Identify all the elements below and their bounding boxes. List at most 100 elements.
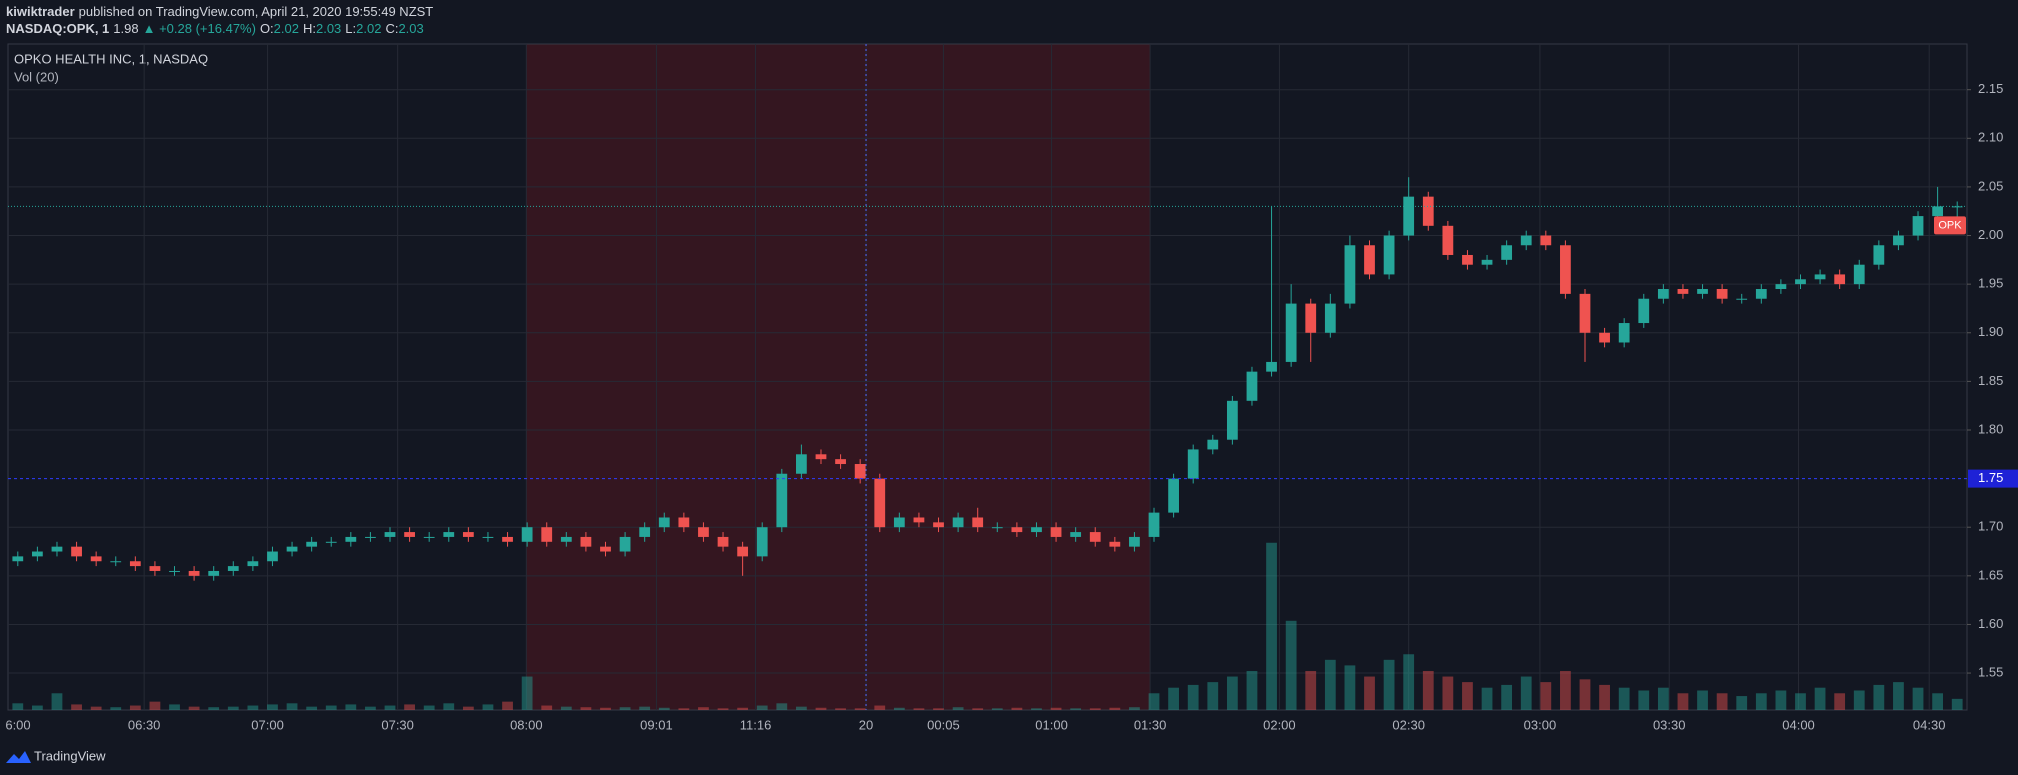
candle-body xyxy=(267,551,278,562)
volume-bar xyxy=(1599,684,1610,710)
y-tick-label: 1.80 xyxy=(1978,421,2003,436)
candle-body xyxy=(345,536,357,542)
candle-body xyxy=(658,517,670,528)
volume-bar xyxy=(90,706,102,710)
volume-bar xyxy=(521,676,533,710)
open: 2.02 xyxy=(273,21,299,36)
x-tick-label: 11:16 xyxy=(740,717,772,732)
candle-body xyxy=(1050,527,1062,537)
volume-bar xyxy=(1912,687,1924,710)
candle-body xyxy=(1951,206,1963,208)
candle-body xyxy=(580,536,592,547)
volume-bar xyxy=(835,708,846,710)
candle-body xyxy=(639,527,651,537)
candle-body xyxy=(835,459,846,465)
y-tick-label: 1.70 xyxy=(1978,519,2003,534)
symbol-tag: OPK xyxy=(1938,219,1962,231)
candle-body xyxy=(1148,512,1160,537)
volume-bar xyxy=(51,693,63,710)
x-tick-label: 03:30 xyxy=(1653,717,1686,732)
candle-body xyxy=(1853,264,1865,285)
candle-body xyxy=(1070,532,1082,537)
candle-body xyxy=(110,561,122,563)
candle-body xyxy=(1618,323,1630,343)
candle-body xyxy=(1129,536,1140,547)
volume-bar xyxy=(1266,542,1277,710)
volume-bar xyxy=(188,706,200,710)
candle-body xyxy=(1246,371,1258,401)
volume-bar xyxy=(169,704,180,710)
volume-bar xyxy=(580,707,592,710)
chart-title: OPKO HEALTH INC, 1, NASDAQ xyxy=(14,51,208,66)
candle-body xyxy=(874,478,886,528)
candle-body xyxy=(306,541,318,547)
logo xyxy=(6,751,31,763)
volume-bar xyxy=(972,708,984,710)
candle-body xyxy=(1266,361,1277,372)
candle-body xyxy=(404,532,415,537)
volume-bar xyxy=(1795,693,1806,710)
candle-body xyxy=(991,527,1003,529)
y-tick-label: 1.65 xyxy=(1978,567,2003,582)
published: published on TradingView.com, April 21, … xyxy=(78,4,434,19)
candle-body xyxy=(717,536,729,547)
x-tick-label: 07:30 xyxy=(381,717,414,732)
last: 1.98 xyxy=(113,21,139,36)
y-tick-label: 1.90 xyxy=(1978,324,2003,339)
volume-bar xyxy=(952,707,964,710)
y-tick-label: 1.60 xyxy=(1978,616,2003,631)
level-tag-bg xyxy=(1968,469,2018,488)
volume-bar xyxy=(1638,690,1650,710)
volume-bar xyxy=(619,707,631,710)
y-tick-label: 1.85 xyxy=(1978,373,2003,388)
volume-bar xyxy=(1873,684,1885,710)
volume-bar xyxy=(404,704,415,710)
volume-bar xyxy=(678,708,690,710)
volume-bar xyxy=(1893,682,1904,710)
candle-body xyxy=(678,517,690,528)
candle-body xyxy=(502,536,513,542)
header-line-1: kiwiktrader published on TradingView.com,… xyxy=(6,4,437,19)
candle-body xyxy=(737,546,749,557)
volume-bar xyxy=(1462,682,1473,710)
volume-bar xyxy=(1305,670,1317,710)
c-label: C: xyxy=(385,21,399,36)
volume-bar xyxy=(286,703,298,710)
volume-bar xyxy=(1814,687,1826,710)
candle-body xyxy=(1755,289,1767,299)
candle-body xyxy=(776,473,788,528)
volume-bar xyxy=(423,705,435,710)
volume-bar xyxy=(1853,690,1865,710)
x-tick-label: 04:00 xyxy=(1782,717,1815,732)
volume-bar xyxy=(1755,693,1767,710)
candle-body xyxy=(1520,235,1532,246)
volume-bar xyxy=(541,705,553,710)
header-line-2: NASDAQ:OPK, 1 1.98 ▲ +0.28 (+16.47%) O:2.02… xyxy=(6,21,428,36)
candle-body xyxy=(1011,527,1023,533)
volume-bar xyxy=(933,708,944,710)
candle-body xyxy=(1560,245,1571,294)
volume-bar xyxy=(1109,707,1121,710)
y-tick-label: 2.10 xyxy=(1978,130,2003,145)
candle-body xyxy=(169,570,180,572)
volume-bar xyxy=(1187,684,1199,710)
candle-body xyxy=(1305,303,1317,333)
high: 2.03 xyxy=(315,21,342,36)
candle-body xyxy=(1716,289,1728,299)
volume-bar xyxy=(1383,659,1395,710)
volume-bar xyxy=(1951,698,1963,710)
volume-bar xyxy=(1501,684,1513,710)
candle-body xyxy=(1599,332,1610,343)
volume-bar xyxy=(1285,620,1297,710)
candle-body xyxy=(1657,289,1669,299)
volume-bar xyxy=(991,708,1003,710)
candle-body xyxy=(1462,254,1473,265)
o-label: O: xyxy=(259,21,274,36)
y-tick-label: 2.15 xyxy=(1978,81,2003,96)
candle-body xyxy=(1481,259,1493,265)
volume-bar xyxy=(1031,708,1042,710)
candle-body xyxy=(1442,225,1454,255)
y-tick-label: 1.95 xyxy=(1978,276,2003,291)
candle-body xyxy=(1795,279,1806,285)
volume-bar xyxy=(854,708,866,710)
